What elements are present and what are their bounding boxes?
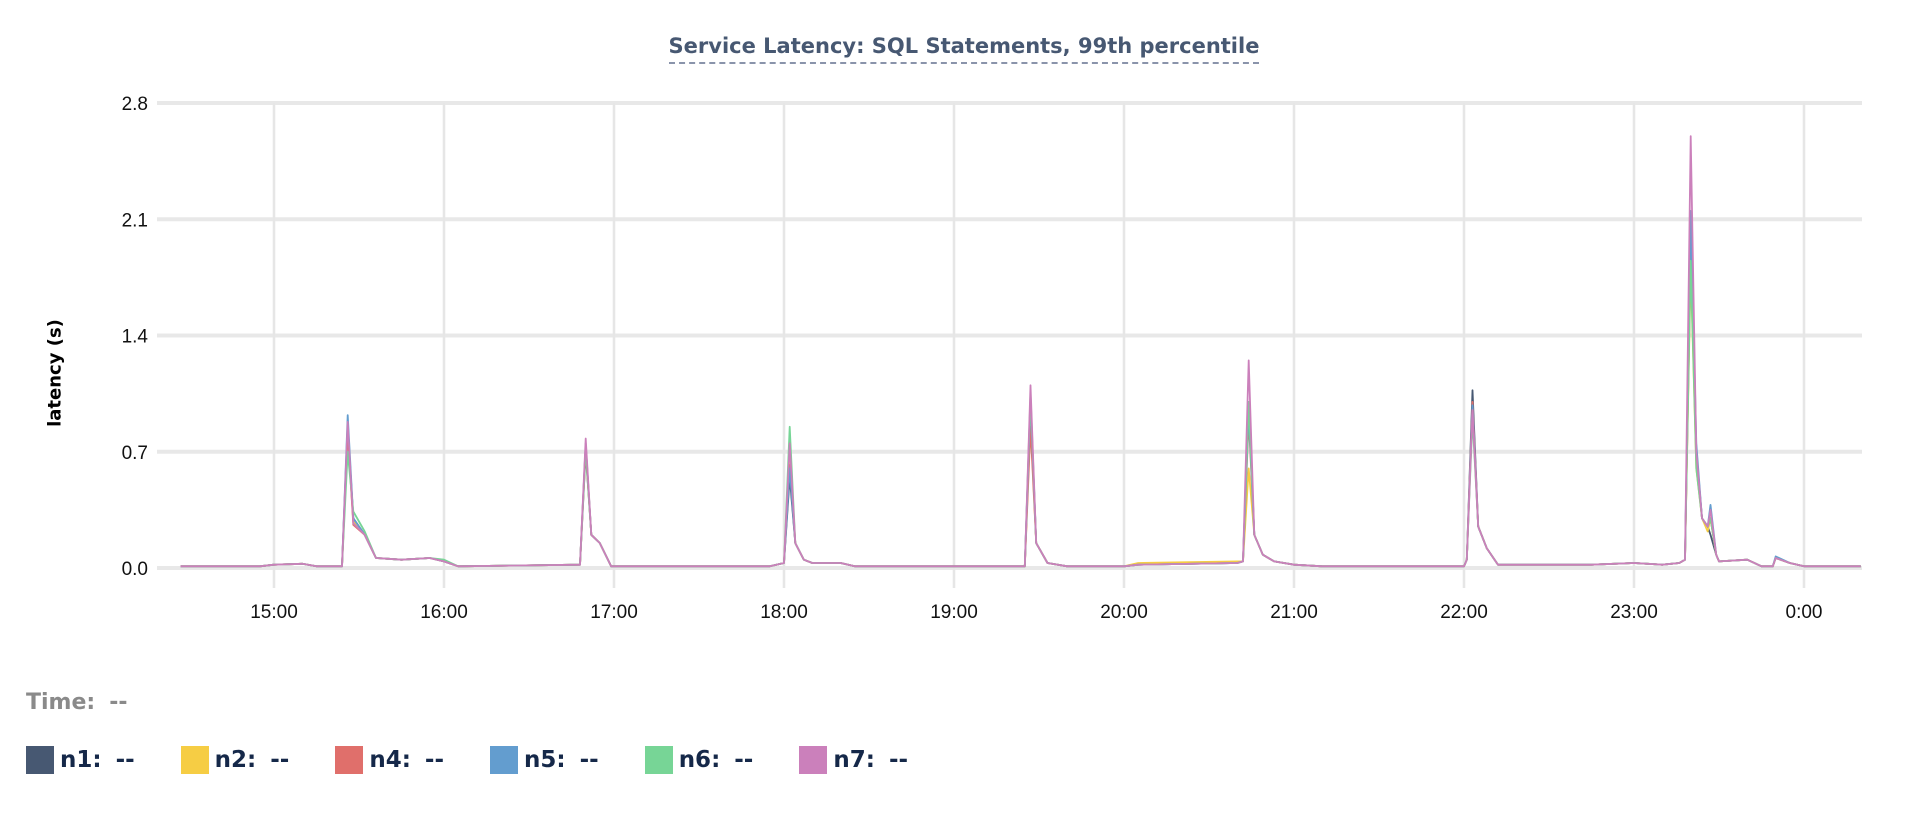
series-line-n1[interactable] <box>180 234 1861 568</box>
legend-swatch <box>490 746 519 774</box>
series-lines <box>180 135 1861 568</box>
y-axis-label: latency (s) <box>44 319 66 427</box>
y-tick-label: 2.8 <box>122 94 148 115</box>
x-tick-label: 19:00 <box>930 602 978 623</box>
legend-item-n1[interactable]: n1: -- <box>26 746 135 774</box>
legend-swatch <box>180 746 209 774</box>
x-tick-label: 17:00 <box>590 602 638 623</box>
x-tick-label: 0:00 <box>1786 602 1823 623</box>
legend-value: -- <box>270 747 290 773</box>
x-tick-label: 15:00 <box>250 602 298 623</box>
legend-swatch <box>799 746 828 774</box>
x-tick-label: 21:00 <box>1270 602 1318 623</box>
series-line-n6[interactable] <box>180 259 1861 568</box>
legend: n1: -- n2: -- n4: -- n5: -- n6: -- n7: -- <box>26 746 954 774</box>
x-tick-label: 20:00 <box>1100 602 1148 623</box>
x-tick-label: 16:00 <box>420 602 468 623</box>
legend-value: -- <box>115 747 135 773</box>
legend-label: n6: <box>678 747 721 773</box>
x-tick-label: 23:00 <box>1610 602 1658 623</box>
legend-item-n6[interactable]: n6: -- <box>644 746 754 774</box>
y-tick-label: 0.7 <box>122 443 148 464</box>
x-axis-ticks: 15:00 16:00 17:00 18:00 19:00 20:00 21:00 22:00… <box>250 602 1822 623</box>
series-line-n7[interactable] <box>180 135 1861 568</box>
legend-swatch <box>644 746 673 774</box>
grid <box>157 101 1862 588</box>
legend-item-n4[interactable]: n4: -- <box>335 746 444 774</box>
legend-value: -- <box>579 747 599 773</box>
x-tick-label: 18:00 <box>760 602 808 623</box>
legend-label: n1: <box>60 747 102 773</box>
legend-swatch <box>26 746 54 774</box>
legend-item-n2[interactable]: n2: -- <box>180 746 290 774</box>
legend-label: n5: <box>524 747 566 773</box>
series-line-n5[interactable] <box>180 209 1861 568</box>
chart-title[interactable]: Service Latency: SQL Statements, 99th pe… <box>668 34 1260 64</box>
legend-label: n2: <box>214 747 257 773</box>
time-value: -- <box>109 690 128 715</box>
time-label: Time: <box>26 690 96 715</box>
chart-title-container: Service Latency: SQL Statements, 99th pe… <box>0 34 1928 64</box>
legend-value: -- <box>888 747 909 773</box>
legend-label: n4: <box>369 747 411 773</box>
legend-value: -- <box>734 747 754 773</box>
y-tick-label: 0.0 <box>122 559 148 580</box>
x-tick-label: 22:00 <box>1440 602 1488 623</box>
legend-item-n7[interactable]: n7: -- <box>799 746 908 774</box>
series-line-n4[interactable] <box>180 251 1861 568</box>
y-tick-label: 1.4 <box>122 327 149 348</box>
legend-item-n5[interactable]: n5: -- <box>490 746 599 774</box>
series-line-n2[interactable] <box>180 268 1861 568</box>
legend-label: n7: <box>833 747 875 773</box>
hover-time: Time: -- <box>26 690 127 715</box>
legend-value: -- <box>424 747 445 773</box>
y-tick-label: 2.1 <box>122 210 148 231</box>
y-axis-ticks: 0.0 0.7 1.4 2.1 2.8 <box>122 94 149 580</box>
legend-swatch <box>335 746 364 774</box>
